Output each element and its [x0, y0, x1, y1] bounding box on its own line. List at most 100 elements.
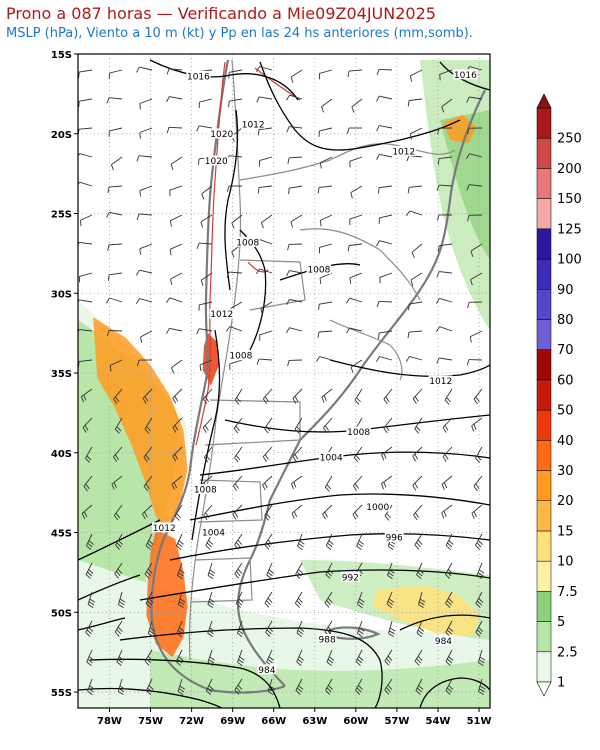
wind-barb: [286, 270, 303, 277]
wind-barb: [381, 475, 393, 490]
wind-barb: [436, 271, 453, 278]
wind-barb: [318, 301, 333, 311]
colorbar-swatch: [536, 319, 552, 350]
wind-barb: [475, 591, 484, 608]
wind-barb: [170, 156, 183, 170]
wind-barb: [407, 330, 423, 339]
wind-barb: [473, 388, 483, 405]
wind-barbs: [78, 66, 486, 696]
colorbar-label: 20: [557, 494, 574, 509]
wind-barb: [469, 330, 483, 343]
wind-barb: [356, 591, 365, 609]
isobar-984-c: [89, 658, 281, 708]
svg-text:1012: 1012: [242, 120, 265, 130]
wind-barb: [319, 214, 333, 227]
lon-label: 63W: [302, 716, 327, 727]
lon-label: 78W: [97, 716, 122, 727]
wind-barb: [111, 475, 123, 490]
wind-barb: [144, 417, 153, 434]
precip-atlantic-south: [372, 585, 481, 637]
isobar-1012-north: [259, 61, 461, 151]
wind-barb: [415, 678, 424, 695]
wind-barb: [444, 388, 453, 405]
colorbar-label: 5: [557, 615, 565, 630]
isobar-label: 1004: [319, 452, 344, 464]
colorbar-swatch: [536, 107, 552, 139]
wind-barb: [257, 185, 273, 194]
lat-label: 35S: [51, 369, 72, 380]
isobar-label: 1016: [453, 69, 478, 81]
wind-barb: [324, 591, 333, 608]
isobar-label: 1020: [209, 128, 234, 140]
wind-barb: [262, 388, 273, 404]
wind-barb: [169, 185, 183, 197]
wind-barb: [290, 214, 303, 228]
wind-barb: [436, 357, 453, 364]
lat-label: 30S: [51, 289, 72, 300]
colorbar-swatch: [536, 591, 552, 622]
wind-barb: [441, 475, 453, 490]
wind-barb: [346, 297, 363, 304]
wind-barb: [196, 242, 213, 249]
colorbar-label: 10: [557, 555, 574, 570]
wind-barb: [445, 562, 453, 579]
colorbar-label: 1: [557, 676, 565, 691]
isobar-label: 992: [340, 571, 360, 583]
wind-barb: [83, 475, 93, 492]
colorbar-swatch: [536, 470, 552, 501]
wind-barb: [114, 417, 123, 434]
wind-barb: [177, 562, 185, 580]
wind-barb: [107, 243, 123, 251]
wind-barb: [80, 388, 93, 403]
wind-barb: [318, 127, 333, 137]
wind-barb: [406, 355, 423, 362]
wind-barb: [323, 417, 333, 434]
wind-barb: [319, 156, 333, 169]
wind-barb: [416, 562, 424, 579]
wind-barb: [174, 504, 183, 521]
colorbar-label: 7.5: [557, 585, 578, 600]
wind-barb: [85, 562, 94, 579]
wind-barb: [356, 620, 365, 638]
wind-barb: [352, 504, 363, 520]
wind-barb: [87, 591, 96, 608]
isobar-label: 1008: [306, 263, 332, 275]
wind-barb: [287, 156, 303, 164]
wind-barb: [226, 185, 243, 192]
precip-pacific-band: [93, 317, 188, 536]
isobar-label: 1008: [193, 484, 218, 496]
wind-barb: [407, 185, 423, 194]
wind-barb: [114, 562, 123, 579]
wind-barb: [203, 388, 213, 404]
wind-barb: [287, 243, 303, 251]
wind-barb: [386, 591, 395, 609]
colorbar-swatch: [536, 168, 552, 199]
wind-barb: [265, 620, 274, 637]
colorbar-label: 70: [557, 343, 574, 358]
wind-barb: [475, 446, 483, 463]
wind-barb: [287, 359, 303, 367]
wind-barb: [200, 214, 213, 228]
svg-text:1008: 1008: [229, 352, 252, 362]
wind-barb: [296, 620, 305, 638]
isobar-1020: [224, 109, 239, 291]
wind-barb: [205, 678, 214, 695]
wind-barb: [264, 504, 273, 521]
wind-barb: [262, 475, 273, 491]
wind-barb: [171, 359, 183, 374]
wind-barb: [256, 268, 273, 275]
wind-barb: [286, 126, 303, 133]
wind-barb: [198, 98, 213, 109]
isobar-sw-3: [78, 617, 126, 631]
lon-label: 72W: [179, 716, 204, 727]
lat-label: 45S: [51, 529, 72, 540]
lon-label: 66W: [261, 716, 286, 727]
wind-barb: [228, 69, 243, 79]
wind-barb: [376, 125, 393, 132]
lon-label: 60W: [343, 716, 368, 727]
svg-text:1008: 1008: [236, 238, 259, 248]
lat-label: 40S: [51, 449, 72, 460]
wind-barb: [110, 156, 123, 171]
wind-barb: [475, 620, 484, 637]
wind-barb: [108, 69, 123, 80]
